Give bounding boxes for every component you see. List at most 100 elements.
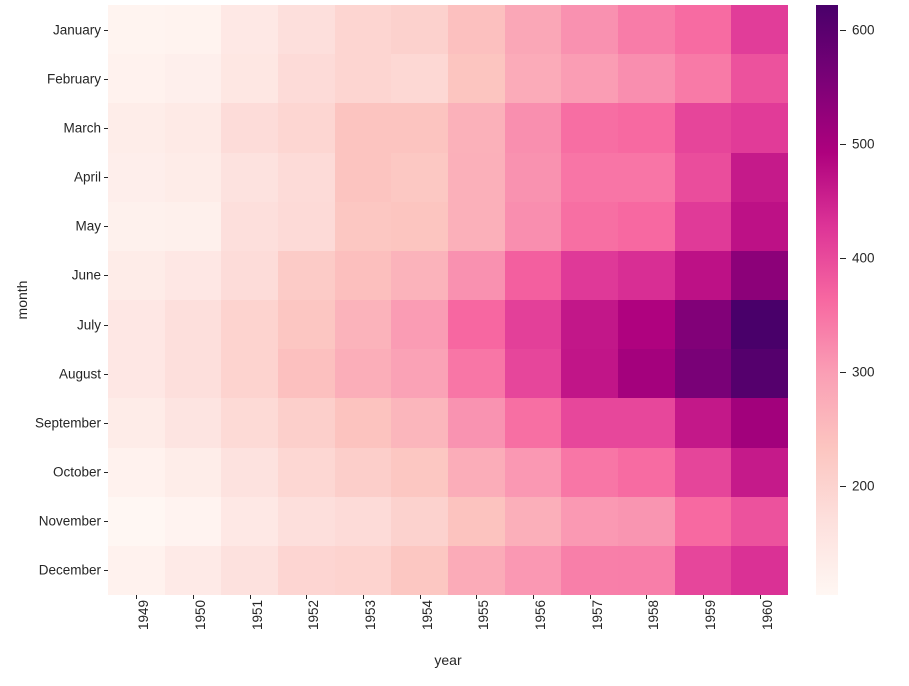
- heatmap-cell: [561, 5, 618, 54]
- heatmap-cell: [278, 103, 335, 152]
- heatmap-cell: [731, 251, 788, 300]
- heatmap-cell: [165, 153, 222, 202]
- x-tick-mark: [533, 595, 534, 599]
- y-tick-label: July: [77, 317, 101, 332]
- heatmap-cell: [278, 349, 335, 398]
- heatmap-cell: [165, 5, 222, 54]
- heatmap-cell: [335, 349, 392, 398]
- y-tick-label: September: [35, 415, 101, 430]
- heatmap-cell: [505, 398, 562, 447]
- y-tick-label: February: [47, 71, 101, 86]
- heatmap-cell: [618, 202, 675, 251]
- heatmap-cell: [221, 251, 278, 300]
- colorbar-tick-mark: [840, 30, 846, 31]
- heatmap-cell: [675, 103, 732, 152]
- heatmap-cell: [561, 448, 618, 497]
- heatmap-cell: [561, 251, 618, 300]
- colorbar-tick-label: 400: [852, 250, 875, 265]
- heatmap-cell: [731, 546, 788, 595]
- heatmap-cell: [731, 398, 788, 447]
- heatmap-cell: [221, 300, 278, 349]
- heatmap-cell: [165, 349, 222, 398]
- heatmap-cell: [391, 202, 448, 251]
- heatmap-cell: [731, 103, 788, 152]
- heatmap-cell: [561, 202, 618, 251]
- x-tick-label: 1952: [306, 600, 321, 630]
- heatmap-cell: [561, 349, 618, 398]
- heatmap-cell: [278, 398, 335, 447]
- heatmap-cell: [335, 300, 392, 349]
- colorbar-tick-mark: [840, 486, 846, 487]
- heatmap-cell: [278, 54, 335, 103]
- x-tick-mark: [193, 595, 194, 599]
- heatmap-cell: [278, 202, 335, 251]
- heatmap-cell: [108, 153, 165, 202]
- heatmap-cell: [391, 349, 448, 398]
- x-tick-label: 1958: [646, 600, 661, 630]
- heatmap-cell: [731, 153, 788, 202]
- heatmap-cell: [221, 202, 278, 251]
- heatmap-cell: [108, 546, 165, 595]
- x-tick-mark: [760, 595, 761, 599]
- x-tick-mark: [136, 595, 137, 599]
- heatmap-cell: [731, 5, 788, 54]
- heatmap-cell: [278, 546, 335, 595]
- heatmap-cell: [561, 497, 618, 546]
- y-tick-mark: [104, 423, 108, 424]
- x-tick-label: 1959: [703, 600, 718, 630]
- y-tick-label: March: [63, 120, 101, 135]
- heatmap-cell: [221, 349, 278, 398]
- heatmap-cell: [618, 153, 675, 202]
- heatmap-cell: [108, 398, 165, 447]
- y-tick-label: December: [39, 563, 101, 578]
- heatmap-cell: [448, 349, 505, 398]
- heatmap-cell: [108, 448, 165, 497]
- y-tick-mark: [104, 30, 108, 31]
- heatmap-cell: [335, 546, 392, 595]
- heatmap-cell: [618, 398, 675, 447]
- x-tick-label: 1956: [533, 600, 548, 630]
- heatmap-cell: [675, 202, 732, 251]
- heatmap-cell: [618, 300, 675, 349]
- heatmap-cell: [505, 202, 562, 251]
- heatmap-cell: [108, 202, 165, 251]
- heatmap-cell: [731, 300, 788, 349]
- heatmap-cell: [618, 497, 675, 546]
- y-tick-mark: [104, 570, 108, 571]
- heatmap-cell: [675, 448, 732, 497]
- heatmap-cell: [448, 497, 505, 546]
- heatmap-cell: [505, 300, 562, 349]
- heatmap-cell: [505, 448, 562, 497]
- heatmap-cell: [561, 54, 618, 103]
- heatmap-cell: [165, 103, 222, 152]
- y-tick-mark: [104, 374, 108, 375]
- heatmap-cell: [505, 54, 562, 103]
- heatmap-cell: [391, 54, 448, 103]
- heatmap-cell: [391, 398, 448, 447]
- colorbar-tick-mark: [840, 258, 846, 259]
- y-tick-label: April: [74, 170, 101, 185]
- heatmap-cell: [221, 497, 278, 546]
- y-tick-mark: [104, 177, 108, 178]
- heatmap-cell: [221, 103, 278, 152]
- heatmap-cell: [561, 546, 618, 595]
- heatmap-cell: [561, 300, 618, 349]
- heatmap-cell: [335, 103, 392, 152]
- heatmap-cell: [731, 497, 788, 546]
- heatmap-cell: [391, 300, 448, 349]
- heatmap-cell: [448, 54, 505, 103]
- colorbar-tick-mark: [840, 372, 846, 373]
- heatmap-cell: [278, 153, 335, 202]
- y-tick-label: January: [53, 22, 101, 37]
- heatmap-cell: [165, 497, 222, 546]
- heatmap-cell: [165, 448, 222, 497]
- heatmap-cell: [335, 54, 392, 103]
- heatmap-cell: [618, 103, 675, 152]
- heatmap-cell: [165, 300, 222, 349]
- heatmap-cell: [221, 546, 278, 595]
- heatmap-cell: [618, 5, 675, 54]
- heatmap-cell: [278, 5, 335, 54]
- heatmap-cell: [108, 54, 165, 103]
- heatmap-cell: [448, 103, 505, 152]
- heatmap-cell: [391, 251, 448, 300]
